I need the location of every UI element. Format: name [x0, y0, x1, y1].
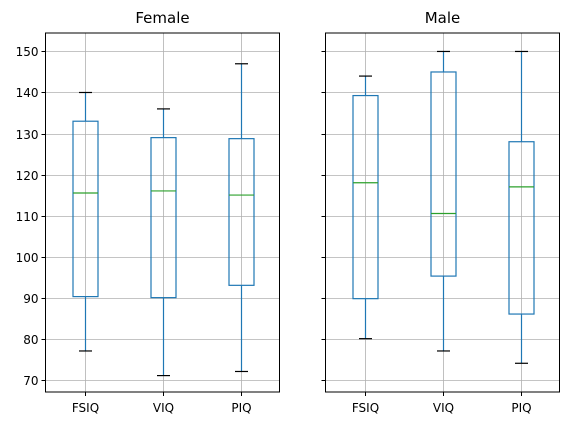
y-tick-label: 110 — [16, 210, 39, 224]
chart-panel-male: FSIQ VIQ PIQ Male — [321, 9, 560, 415]
iqr-box — [430, 71, 457, 277]
box-piq — [508, 50, 535, 364]
x-tick-label: FSIQ — [72, 401, 99, 415]
iqr-box — [72, 120, 99, 298]
y-tick-label: 70 — [23, 374, 38, 388]
x-tick-label: PIQ — [511, 401, 531, 415]
x-tick-label: PIQ — [231, 401, 251, 415]
x-tick-label: VIQ — [153, 401, 174, 415]
y-tick-label: 130 — [16, 128, 39, 142]
y-tick-label: 140 — [16, 86, 39, 100]
chart-panel-female: 70 80 90 100 110 120 130 140 150 FSIQ VIQ PIQ Female — [16, 9, 280, 415]
box-viq — [150, 108, 177, 377]
iqr-box — [352, 94, 379, 300]
y-tick-label: 150 — [16, 45, 39, 59]
box-fsiq — [72, 91, 99, 352]
x-tick-label: VIQ — [433, 401, 454, 415]
iqr-box — [150, 137, 177, 299]
panel-title: Male — [425, 9, 461, 27]
box-piq — [228, 63, 255, 373]
axes-frame — [325, 32, 560, 393]
box-viq — [430, 50, 457, 352]
iqr-box — [508, 141, 535, 315]
x-tick-label: FSIQ — [352, 401, 379, 415]
axes-frame — [45, 32, 280, 393]
iqr-box — [228, 138, 255, 286]
y-tick-label: 120 — [16, 169, 39, 183]
y-tick-label: 100 — [16, 251, 39, 265]
box-fsiq — [352, 75, 379, 340]
y-tick-label: 80 — [23, 333, 38, 347]
panel-title: Female — [135, 9, 189, 27]
y-tick-label: 90 — [23, 292, 38, 306]
